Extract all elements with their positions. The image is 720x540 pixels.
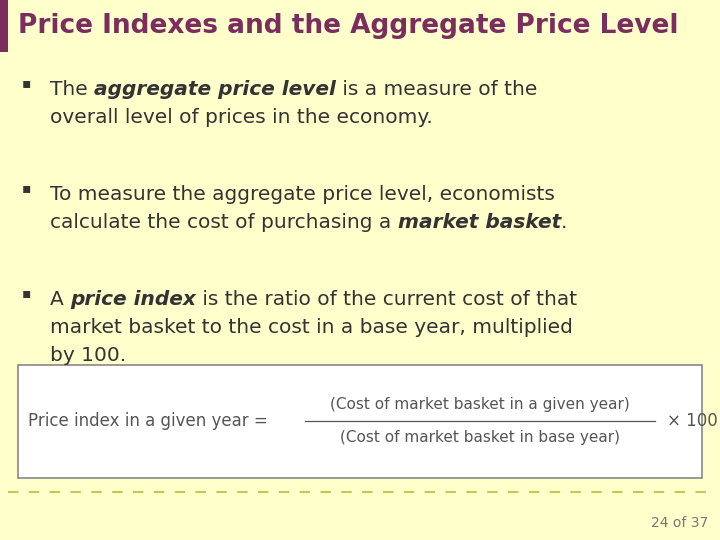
Text: (Cost of market basket in base year): (Cost of market basket in base year) <box>340 430 620 445</box>
Text: market basket to the cost in a base year, multiplied: market basket to the cost in a base year… <box>50 318 573 337</box>
Text: by 100.: by 100. <box>50 346 126 365</box>
Bar <box>18 365 702 478</box>
Text: aggregate price level: aggregate price level <box>94 80 336 99</box>
Text: price index: price index <box>70 290 196 309</box>
Text: The: The <box>50 80 94 99</box>
Text: A: A <box>50 290 70 309</box>
Text: To measure the aggregate price level, economists: To measure the aggregate price level, ec… <box>50 185 555 204</box>
Bar <box>0 0 8 52</box>
Text: × 100: × 100 <box>667 411 718 429</box>
Text: Price Indexes and the Aggregate Price Level: Price Indexes and the Aggregate Price Le… <box>18 13 678 39</box>
Text: ▪: ▪ <box>22 181 32 195</box>
Text: overall level of prices in the economy.: overall level of prices in the economy. <box>50 108 433 127</box>
Text: .: . <box>561 213 567 232</box>
Text: market basket: market basket <box>397 213 561 232</box>
Text: Price index in a given year =: Price index in a given year = <box>28 411 273 429</box>
Text: (Cost of market basket in a given year): (Cost of market basket in a given year) <box>330 397 630 412</box>
Text: ▪: ▪ <box>22 76 32 90</box>
Text: 24 of 37: 24 of 37 <box>651 516 708 530</box>
Text: ▪: ▪ <box>22 286 32 300</box>
Text: calculate the cost of purchasing a: calculate the cost of purchasing a <box>50 213 397 232</box>
Text: is the ratio of the current cost of that: is the ratio of the current cost of that <box>196 290 577 309</box>
Bar <box>0 0 720 52</box>
Text: is a measure of the: is a measure of the <box>336 80 537 99</box>
